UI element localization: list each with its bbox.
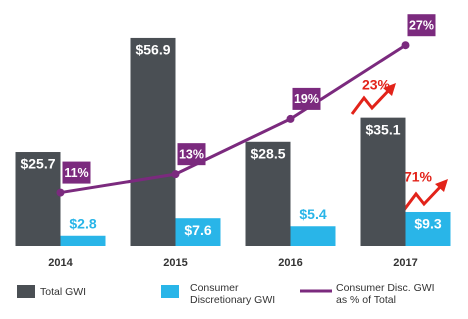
label-box	[62, 161, 91, 184]
line	[60, 43, 407, 195]
value-label: $35.1	[365, 121, 400, 137]
annotation: 71%	[404, 169, 433, 185]
legend-label: Total GWI	[40, 286, 87, 298]
line-point	[171, 170, 180, 179]
label-box	[407, 14, 436, 37]
value-label: $9.3	[414, 216, 441, 232]
value-label: 27%	[409, 19, 434, 33]
bar	[60, 235, 106, 246]
legend-label: Consumer Discretionary GWI	[190, 282, 276, 306]
value-label: 11%	[64, 166, 88, 180]
x-tick-label: 2014	[48, 257, 73, 269]
x-tick-label: 2015	[163, 257, 187, 269]
value-label: $25.7	[20, 156, 55, 172]
value-label: $5.4	[299, 206, 326, 222]
value-label: $7.6	[184, 222, 211, 238]
bar	[360, 117, 406, 246]
value-label: $28.5	[250, 145, 285, 161]
bar	[15, 152, 61, 246]
legend-swatch	[161, 285, 179, 298]
value-label: $2.8	[69, 215, 96, 231]
label-box	[177, 143, 206, 166]
x-tick-label: 2017	[393, 257, 417, 269]
bar	[175, 218, 221, 246]
growth-arrow	[350, 87, 444, 211]
value-label: 19%	[294, 92, 319, 106]
bar	[405, 211, 451, 246]
annotation: 23%	[362, 77, 391, 93]
line-point	[286, 114, 295, 123]
legend-label: Consumer Disc. GWI as % of Total	[336, 282, 435, 306]
legend-swatch	[17, 285, 35, 298]
arrow-head	[383, 83, 448, 192]
label-box	[292, 87, 321, 110]
value-label: $56.9	[135, 42, 170, 58]
line-point	[56, 188, 65, 197]
line-point	[401, 41, 410, 50]
bar	[245, 141, 291, 246]
value-label: 13%	[179, 147, 204, 161]
x-tick-label: 2016	[278, 257, 302, 269]
bar	[290, 226, 336, 246]
bar	[130, 37, 176, 247]
